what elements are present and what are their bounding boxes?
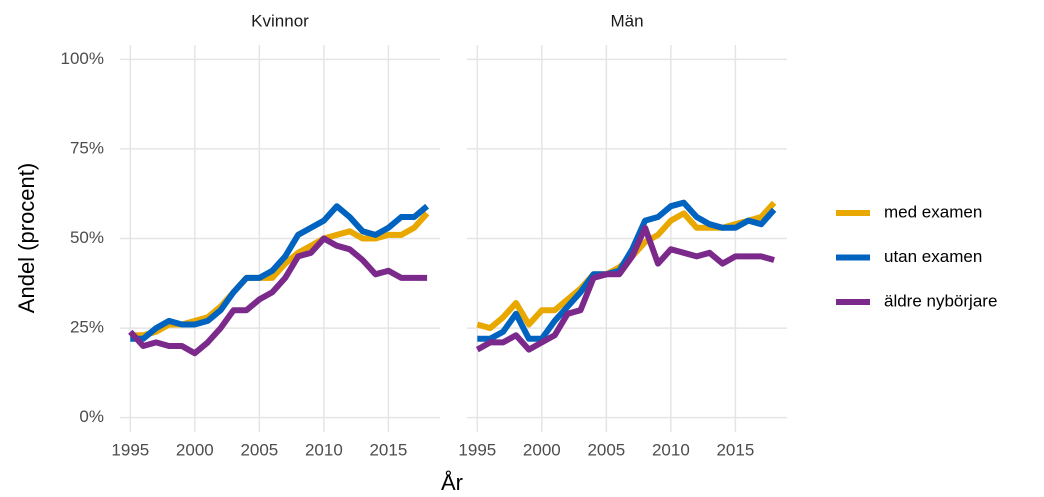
y-axis-title: Andel (procent) (14, 163, 39, 313)
legend-label: med examen (884, 202, 982, 221)
x-tick-label: 2015 (716, 440, 754, 459)
y-tick-label: 75% (70, 138, 104, 157)
y-tick-label: 50% (70, 228, 104, 247)
x-tick-label: 2010 (652, 440, 690, 459)
y-tick-label: 0% (79, 407, 104, 426)
facet-title: Män (610, 11, 643, 30)
legend-label: utan examen (884, 247, 982, 266)
x-tick-label: 2000 (176, 440, 214, 459)
facet-title: Kvinnor (251, 11, 309, 30)
legend-label: äldre nybörjare (884, 291, 997, 310)
x-tick-label: 2015 (369, 440, 407, 459)
x-tick-label: 2010 (305, 440, 343, 459)
x-tick-label: 2005 (587, 440, 625, 459)
x-tick-label: 2005 (240, 440, 278, 459)
series-line (128, 235, 428, 357)
series-line (477, 199, 777, 342)
series-line (130, 203, 430, 342)
y-tick-label: 25% (70, 318, 104, 337)
y-tick-label: 100% (61, 49, 104, 68)
x-tick-label: 2000 (523, 440, 561, 459)
x-axis-title: År (441, 470, 463, 495)
series-line (475, 224, 775, 353)
x-tick-label: 1995 (458, 440, 496, 459)
x-tick-label: 1995 (111, 440, 149, 459)
